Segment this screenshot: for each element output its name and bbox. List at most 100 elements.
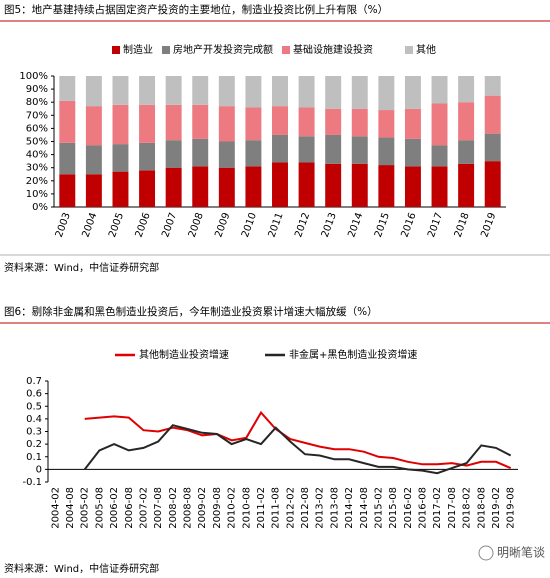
- bar-segment: [165, 140, 182, 168]
- x-tick-label: 2003: [54, 211, 73, 239]
- x-tick-label: 2004: [80, 211, 99, 239]
- y-tick-label: 80%: [26, 97, 48, 108]
- watermark: 明晰笔谈: [497, 545, 545, 560]
- x-tick-label: 2019: [479, 211, 498, 239]
- bar-segment: [378, 110, 395, 138]
- bar-segment: [458, 163, 475, 207]
- bar-segment: [218, 167, 235, 207]
- y-tick-label: 0.2: [26, 439, 42, 450]
- y-tick-label: 20%: [26, 176, 48, 187]
- bar-segment: [59, 142, 76, 175]
- x-tick-label: 2019-08: [506, 487, 517, 529]
- bar-segment: [112, 104, 129, 145]
- x-tick-label: 2008: [187, 211, 206, 239]
- x-tick-label: 2013-02: [315, 487, 326, 529]
- bar-segment: [112, 76, 129, 105]
- bar-segment: [351, 76, 368, 109]
- bar-segment: [458, 76, 475, 103]
- x-tick-label: 2015-08: [388, 487, 399, 529]
- line-series: [84, 410, 512, 470]
- x-tick-label: 2016-02: [403, 487, 414, 529]
- legend-swatch: [162, 46, 170, 54]
- x-tick-label: 2017: [426, 211, 445, 239]
- y-tick-label: 0.5: [26, 401, 42, 412]
- x-tick-label: 2008-02: [168, 487, 179, 529]
- bar-segment: [325, 76, 342, 109]
- x-tick-label: 2010: [240, 211, 259, 239]
- x-tick-label: 2015: [373, 211, 392, 239]
- bar-segment: [112, 144, 129, 172]
- legend-label: 非金属+黑色制造业投资增速: [289, 348, 417, 361]
- x-tick-label: 2005: [107, 211, 126, 239]
- bar-segment: [431, 166, 448, 207]
- legend-label: 房地产开发投资完成额: [173, 43, 273, 56]
- y-tick-label: 50%: [26, 137, 48, 148]
- figure-title: 图5：地产基建持续占据固定资产投资的主要地位，制造业投资比例上升有限（%）: [4, 3, 388, 16]
- x-tick-label: 2009-02: [197, 487, 208, 529]
- x-tick-label: 2018-02: [462, 487, 473, 529]
- bar-segment: [484, 95, 501, 134]
- bar-segment: [298, 76, 315, 108]
- figure-title: 图6：剔除非金属和黑色制造业投资后，今年制造业投资累计增速大幅放缓（%）: [4, 305, 378, 318]
- x-tick-label: 2004-08: [65, 487, 76, 529]
- x-tick-label: 2008-08: [183, 487, 194, 529]
- bar-segment: [59, 174, 76, 207]
- x-tick-label: 2013: [320, 211, 339, 239]
- x-tick-label: 2010-02: [227, 487, 238, 529]
- x-tick-label: 2014-08: [359, 487, 370, 529]
- bar-segment: [431, 76, 448, 104]
- legend-label: 基础设施建设投资: [293, 43, 373, 56]
- y-tick-label: 0.3: [26, 427, 42, 438]
- bar-segment: [404, 138, 421, 167]
- watermark-icon: [478, 545, 494, 561]
- x-tick-label: 2013-08: [329, 487, 340, 529]
- bar-segment: [245, 107, 262, 141]
- bar-segment: [325, 108, 342, 135]
- bar-segment: [139, 104, 156, 143]
- y-tick-label: 70%: [26, 110, 48, 121]
- x-tick-label: 2006-08: [124, 487, 135, 529]
- bar-segment: [245, 140, 262, 167]
- y-tick-label: 0: [36, 464, 42, 475]
- bar-segment: [431, 145, 448, 167]
- x-tick-label: 2011: [267, 211, 286, 239]
- x-tick-label: 2014: [346, 211, 365, 239]
- y-tick-label: 100%: [19, 71, 48, 82]
- legend-label: 制造业: [123, 43, 153, 56]
- bar-segment: [218, 76, 235, 107]
- legend-swatch: [112, 46, 120, 54]
- x-tick-label: 2012-08: [300, 487, 311, 529]
- x-tick-label: 2015-02: [373, 487, 384, 529]
- x-tick-label: 2011-02: [256, 487, 267, 529]
- y-tick-label: 40%: [26, 150, 48, 161]
- x-tick-label: 2005-02: [80, 487, 91, 529]
- y-tick-label: 0%: [32, 202, 48, 213]
- bar-segment: [245, 166, 262, 207]
- bar-segment: [165, 76, 182, 105]
- y-tick-label: 0.6: [26, 389, 42, 400]
- bar-segment: [165, 167, 182, 207]
- bar-segment: [272, 106, 288, 135]
- source: 资料来源：Wind，中信证券研究部: [4, 261, 159, 274]
- bar-segment: [59, 100, 76, 143]
- bar-segment: [378, 165, 395, 207]
- bar-segment: [85, 174, 102, 207]
- bar-segment: [59, 76, 76, 101]
- bar-segment: [139, 142, 156, 171]
- x-tick-label: 2011-08: [271, 487, 282, 529]
- x-tick-label: 2019-02: [491, 487, 502, 529]
- y-tick-label: 30%: [26, 163, 48, 174]
- y-tick-label: 0.4: [26, 414, 42, 425]
- bar-segment: [484, 76, 501, 96]
- bar-segment: [192, 166, 209, 207]
- x-tick-label: 2009-08: [212, 487, 223, 529]
- bar-segment: [139, 170, 156, 207]
- bar-segment: [298, 136, 315, 163]
- bar-segment: [325, 163, 342, 207]
- bar-segment: [404, 76, 421, 109]
- bar-segment: [431, 103, 448, 146]
- legend-swatch: [282, 46, 290, 54]
- x-tick-label: 2016-08: [418, 487, 429, 529]
- bar-segment: [378, 76, 395, 111]
